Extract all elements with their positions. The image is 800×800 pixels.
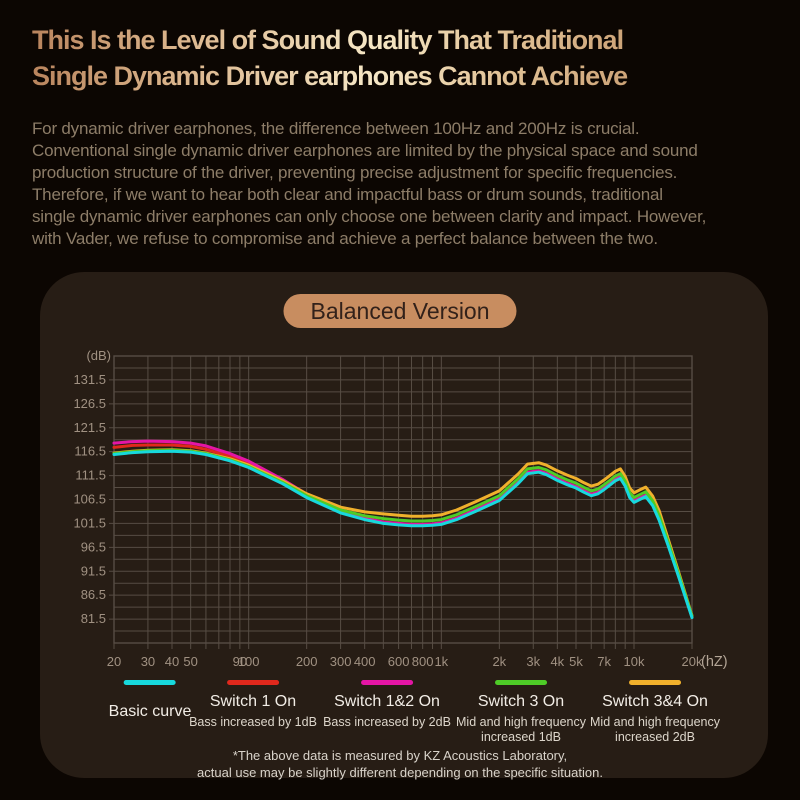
legend-item: Basic curve [108,680,192,721]
legend-item: Switch 3 On Mid and high frequency increa… [456,680,586,745]
legend-swatch [628,680,681,685]
version-badge: Balanced Version [283,294,517,328]
legend-subtitle: Mid and high frequency increased 2dB [590,715,720,744]
legend-title: Switch 3 On [477,693,565,710]
legend-subtitle: Mid and high frequency increased 1dB [456,715,586,744]
legend-item: Switch 1 On Bass increased by 1dB [189,680,317,730]
footnote: *The above data is measured by KZ Acoust… [197,748,603,780]
chart-legend: Basic curve Switch 1 On Bass increased by … [0,680,800,750]
intro-paragraph: For dynamic driver earphones, the differ… [32,119,707,248]
legend-title: Switch 1 On [209,693,297,710]
legend-swatch [226,680,279,685]
legend-swatch [360,680,413,685]
legend-title: Switch 1&2 On [334,693,440,710]
legend-swatch [494,680,547,685]
legend-title: Switch 3&4 On [602,693,708,710]
legend-title: Basic curve [108,703,192,720]
legend-subtitle: Bass increased by 1dB [189,715,317,729]
legend-item: Switch 1&2 On Bass increased by 2dB [323,680,451,730]
page-title: This Is the Level of Sound Quality That … [32,22,777,94]
legend-subtitle: Bass increased by 2dB [323,715,451,729]
legend-swatch [123,680,176,685]
legend-item: Switch 3&4 On Mid and high frequency incr… [590,680,720,745]
